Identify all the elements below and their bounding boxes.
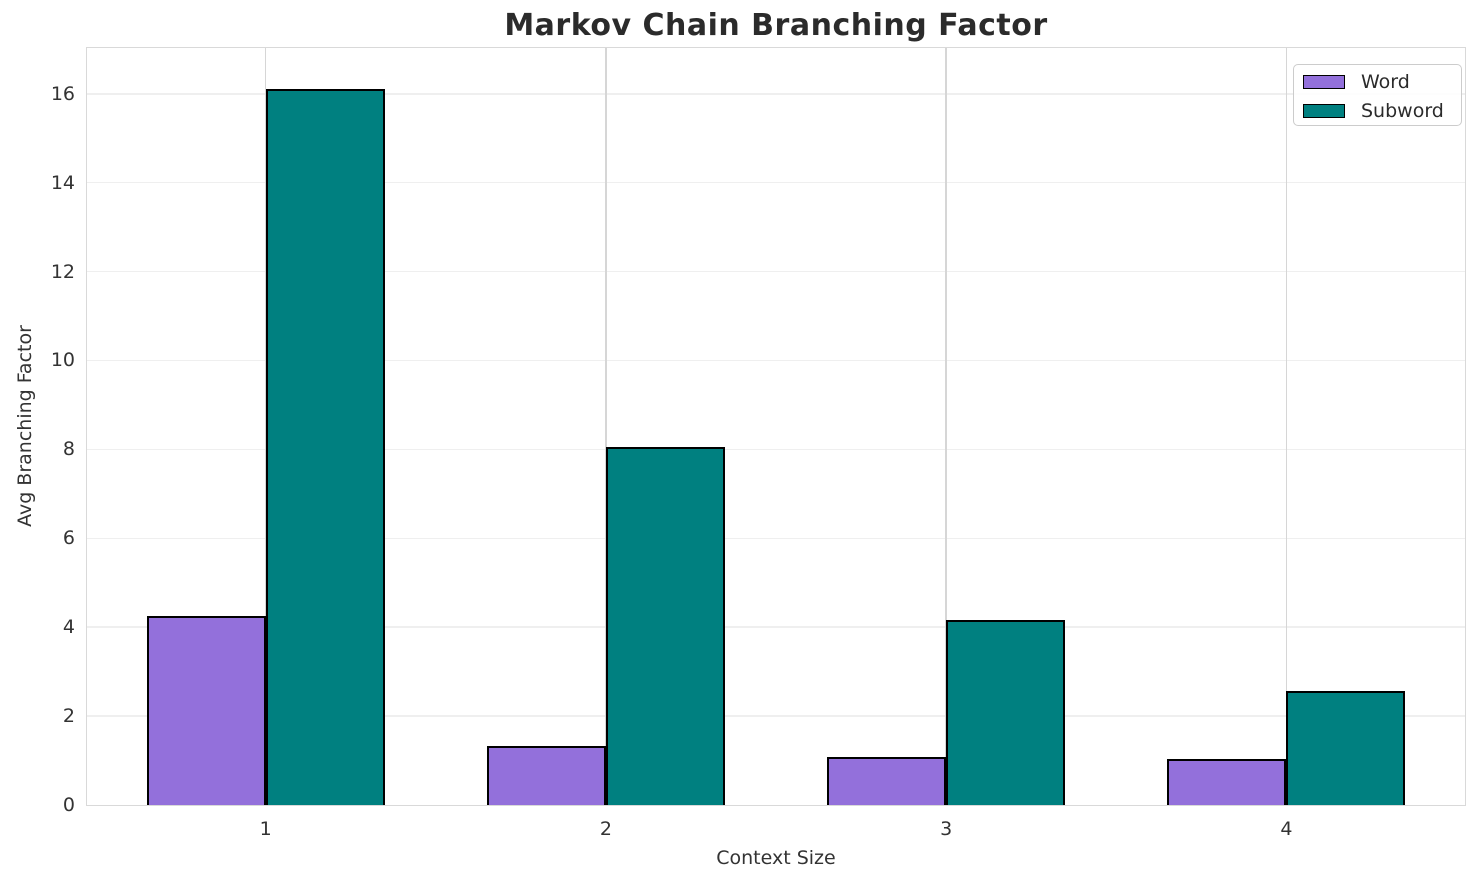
x-tick-label-2: 2: [599, 818, 612, 840]
y-tick-label-0: 0: [62, 794, 75, 816]
bar-subword-ctx1: [265, 89, 385, 805]
x-tick-label-4: 4: [1280, 818, 1293, 840]
y-tick-label-2: 2: [62, 705, 75, 728]
gridline-y-14: [87, 181, 1465, 184]
bar-subword-ctx4: [1286, 691, 1406, 805]
legend-item-word: Word: [1294, 67, 1461, 96]
bar-word-ctx2: [486, 745, 606, 805]
y-axis-label: Avg Branching Factor: [14, 325, 36, 527]
y-tick-label-6: 6: [62, 527, 75, 550]
x-axis-label: Context Size: [716, 847, 836, 869]
y-tick-label-4: 4: [62, 616, 75, 639]
y-tick-label-16: 16: [50, 82, 75, 105]
legend-label-word: Word: [1361, 70, 1410, 93]
bar-subword-ctx2: [605, 447, 725, 805]
bar-word-ctx3: [827, 756, 947, 805]
y-tick-label-10: 10: [50, 349, 75, 372]
gridline-y-2: [87, 715, 1465, 717]
x-tick-label-3: 3: [940, 818, 953, 840]
gridline-y-6: [87, 537, 1465, 540]
gridline-y-10: [87, 359, 1465, 362]
chart-title: Markov Chain Branching Factor: [504, 8, 1048, 43]
gridline-x-3: [945, 48, 947, 805]
legend-swatch-subword: [1303, 103, 1345, 118]
y-tick-label-14: 14: [50, 171, 75, 194]
gridline-y-16: [87, 93, 1465, 95]
gridline-x-2: [605, 48, 607, 805]
legend-item-subword: Subword: [1294, 96, 1461, 125]
bar-subword-ctx3: [946, 619, 1066, 805]
bar-word-ctx4: [1167, 758, 1287, 805]
gridline-x-4: [1285, 48, 1288, 805]
gridline-y-12: [87, 270, 1465, 273]
gridline-y-8: [87, 448, 1465, 451]
y-tick-label-12: 12: [50, 260, 75, 283]
gridline-y-4: [87, 626, 1465, 628]
legend-label-subword: Subword: [1361, 99, 1444, 122]
legend: Word Subword: [1293, 64, 1462, 126]
y-tick-label-8: 8: [62, 438, 75, 461]
x-tick-label-1: 1: [259, 818, 272, 840]
bar-word-ctx1: [146, 616, 266, 805]
plot-area: [86, 47, 1466, 806]
legend-swatch-word: [1303, 74, 1345, 89]
